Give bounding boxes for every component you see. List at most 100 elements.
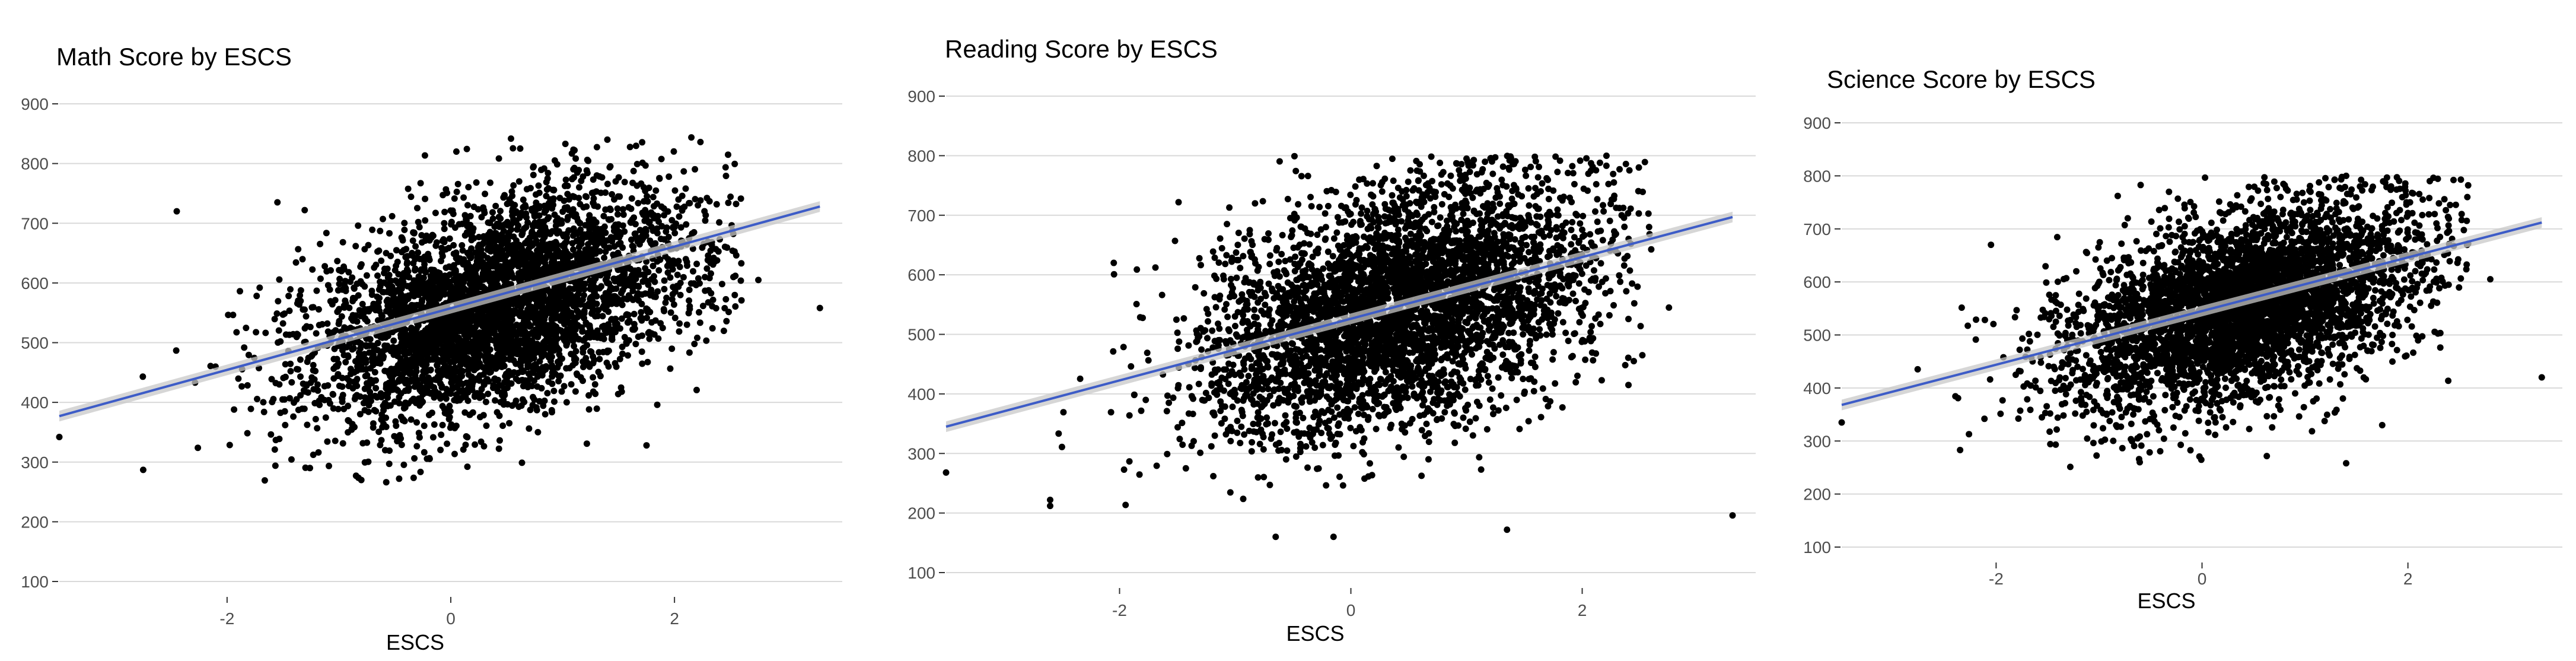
math-data-point [401,401,408,408]
math-data-point [400,461,407,468]
math-data-point [496,223,503,230]
math-data-point [609,191,616,198]
math-data-point [625,319,632,326]
math-data-point [553,230,561,237]
math-data-point [664,208,671,215]
math-data-point [591,231,598,238]
math-data-point [281,310,288,317]
math-data-point [391,287,399,294]
reading-data-point [1568,241,1575,248]
math-data-point [374,394,381,401]
math-data-point [469,275,476,282]
math-data-point [603,360,610,366]
math-data-point [390,337,397,344]
math-data-point [581,292,587,299]
math-data-point [496,412,503,420]
math-data-point [456,319,463,326]
reading-data-point [1389,192,1396,199]
math-data-point [460,275,467,282]
math-data-point [597,373,604,380]
math-data-point [543,192,550,199]
math-data-point [272,462,279,469]
math-data-point [495,268,502,275]
math-data-point [661,277,668,284]
math-data-point [697,197,704,204]
math-data-point [725,199,732,206]
math-data-point [596,355,603,363]
math-data-point [294,366,300,373]
math-data-point [425,374,432,381]
math-data-point [472,290,479,297]
math-data-point [378,411,386,418]
reading-data-point [1572,297,1579,304]
math-data-point [604,237,611,244]
math-data-point [542,207,549,214]
math-data-point [641,217,648,224]
math-data-point [611,243,618,250]
math-data-point [579,349,587,356]
math-data-point [588,189,596,196]
math-data-point [610,285,617,293]
math-data-point [504,201,511,208]
math-data-point [487,248,494,255]
math-data-point [680,274,687,281]
math-data-point [287,360,294,367]
math-data-point [347,370,354,377]
math-data-point [536,398,543,405]
math-data-point [549,205,556,212]
math-data-point [534,366,542,373]
math-data-point [441,225,448,233]
math-data-point [619,344,626,351]
math-data-point [300,306,307,313]
math-data-point [416,434,423,441]
math-data-point [466,281,473,287]
math-data-point [367,398,374,405]
math-data-point [535,371,542,379]
math-data-point [540,296,547,303]
math-data-point [722,164,729,171]
math-data-point [439,403,446,409]
math-data-point [451,450,458,457]
math-data-point [324,320,331,327]
math-data-point [475,244,482,251]
math-data-point [543,326,550,333]
math-data-point [604,180,611,188]
math-data-point [410,346,418,353]
math-data-point [537,218,545,225]
math-data-point [431,269,438,276]
math-data-point [428,389,435,396]
math-data-point [355,354,362,361]
math-data-point [271,446,278,453]
math-data-point [139,373,147,380]
math-data-point [422,195,429,202]
math-data-point [520,320,527,328]
math-data-point [339,374,346,382]
math-data-point [656,175,663,182]
math-data-point [582,335,589,342]
math-data-point [433,239,440,246]
math-data-point [393,422,400,429]
math-data-point [709,261,717,268]
math-data-point [406,304,413,311]
math-data-point [565,263,572,270]
math-data-point [630,243,637,250]
math-data-point [523,214,530,221]
math-data-point [655,218,662,225]
reading-data-point [1138,407,1145,414]
math-data-point [339,383,346,390]
math-data-point [572,211,579,218]
math-data-point [351,284,358,291]
math-data-point [312,367,319,374]
math-data-point [674,271,681,278]
math-data-point [307,465,313,472]
math-data-point [709,325,716,332]
math-data-point [380,288,387,295]
math-data-point [411,455,418,462]
math-data-point [518,244,525,252]
math-data-point [489,209,496,216]
math-data-point [614,211,621,218]
math-data-point [295,297,302,304]
math-data-point [458,291,466,298]
math-data-point [568,381,575,388]
math-data-point [566,285,573,292]
